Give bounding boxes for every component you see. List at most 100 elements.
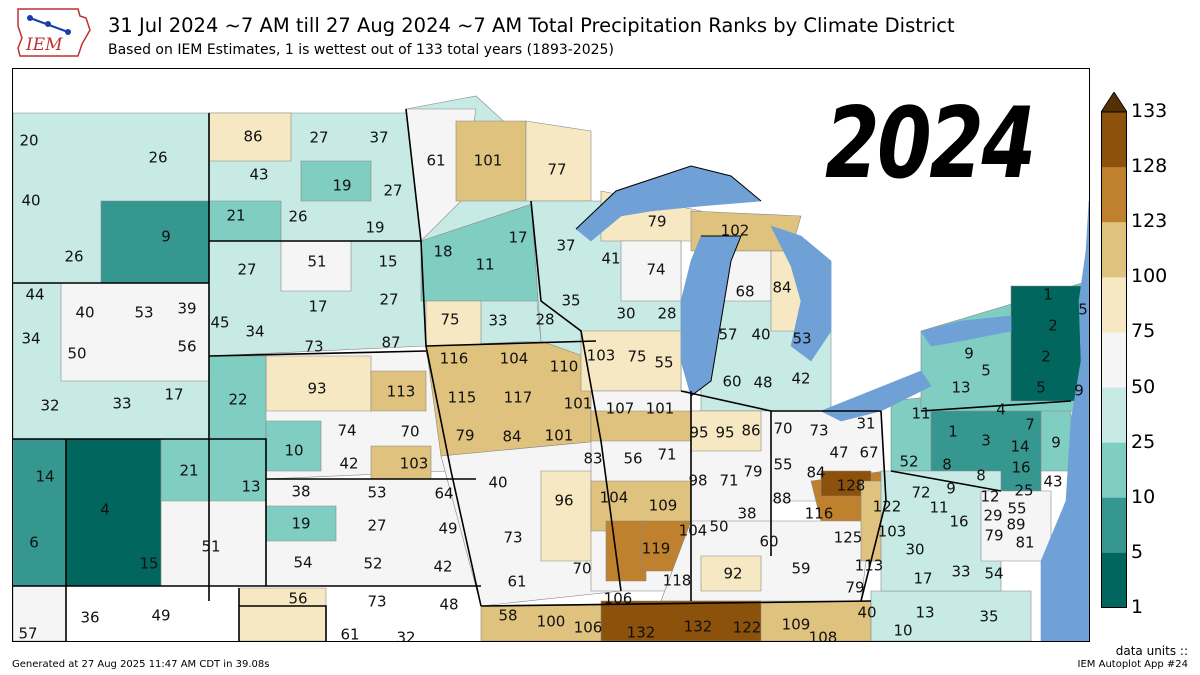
district-rank-label: 116 bbox=[805, 505, 834, 523]
border-michigan-south bbox=[680, 390, 881, 412]
district-rank-label: 53 bbox=[134, 304, 153, 322]
district-rank-label: 104 bbox=[500, 350, 529, 368]
district-rank-label: 87 bbox=[381, 334, 400, 352]
district-rank-label: 115 bbox=[448, 389, 477, 407]
border-ohio-east bbox=[860, 410, 887, 602]
district-rank-label: 104 bbox=[679, 522, 708, 540]
district-rank-label: 9 bbox=[1051, 434, 1061, 452]
colorbar-extend-cap bbox=[1100, 91, 1128, 113]
district-rank-label: 117 bbox=[504, 389, 533, 407]
district-rank-label: 7 bbox=[1025, 416, 1035, 434]
district-rank-label: 21 bbox=[226, 207, 245, 225]
district-rank-label: 116 bbox=[440, 350, 469, 368]
district-rank-label: 38 bbox=[291, 483, 310, 501]
district-rank-label: 51 bbox=[201, 538, 220, 556]
district-rank-label: 75 bbox=[440, 311, 459, 329]
district-rank-label: 61 bbox=[426, 152, 445, 170]
district-rank-label: 1 bbox=[948, 423, 958, 441]
district-rank-label: 15 bbox=[139, 555, 158, 573]
district-rank-label: 56 bbox=[177, 338, 196, 356]
district-rank-label: 74 bbox=[337, 422, 356, 440]
district-rank-label: 53 bbox=[367, 484, 386, 502]
district-rank-label: 50 bbox=[67, 345, 86, 363]
montana-southeast-district bbox=[100, 200, 210, 284]
district-rank-label: 89 bbox=[1006, 516, 1025, 534]
district-rank-label: 93 bbox=[307, 380, 326, 398]
district-rank-label: 57 bbox=[18, 625, 37, 642]
district-rank-label: 17 bbox=[308, 298, 327, 316]
district-rank-label: 34 bbox=[21, 330, 40, 348]
district-rank-label: 32 bbox=[396, 629, 415, 642]
colorbar-segment bbox=[1101, 277, 1127, 333]
district-rank-label: 132 bbox=[684, 618, 713, 636]
district-rank-label: 83 bbox=[583, 450, 602, 468]
district-rank-label: 56 bbox=[623, 450, 642, 468]
district-rank-label: 51 bbox=[307, 253, 326, 271]
district-rank-label: 60 bbox=[759, 533, 778, 551]
district-rank-label: 1 bbox=[1043, 286, 1053, 304]
district-rank-label: 70 bbox=[572, 560, 591, 578]
map-shapes bbox=[13, 95, 1089, 641]
district-rank-label: 50 bbox=[709, 518, 728, 536]
district-rank-label: 109 bbox=[649, 497, 678, 515]
district-rank-label: 101 bbox=[545, 427, 574, 445]
district-rank-label: 43 bbox=[1043, 473, 1062, 491]
border-minnesota-iowa bbox=[425, 340, 597, 347]
district-rank-label: 102 bbox=[721, 222, 750, 240]
district-rank-label: 68 bbox=[735, 283, 754, 301]
district-rank-label: 39 bbox=[177, 300, 196, 318]
border-wisconsin-west bbox=[530, 200, 602, 442]
oklahoma-panhandle-district bbox=[238, 587, 327, 641]
district-rank-label: 55 bbox=[773, 456, 792, 474]
district-rank-label: 33 bbox=[112, 395, 131, 413]
district-rank-label: 42 bbox=[339, 455, 358, 473]
district-rank-label: 8 bbox=[976, 467, 986, 485]
district-rank-label: 55 bbox=[654, 354, 673, 372]
district-rank-label: 58 bbox=[498, 607, 517, 625]
map-panel: 20 26 40 9 26 86 27 37 43 19 27 21 26 19 61 101 77 18 11 17… bbox=[12, 68, 1090, 642]
district-rank-label: 40 bbox=[75, 304, 94, 322]
district-rank-label: 16 bbox=[949, 513, 968, 531]
district-rank-label: 59 bbox=[791, 560, 810, 578]
border-wyoming-colorado bbox=[13, 438, 267, 586]
district-rank-label: 10 bbox=[284, 442, 303, 460]
district-rank-label: 21 bbox=[179, 462, 198, 480]
district-rank-label: 4 bbox=[996, 401, 1006, 419]
colorbar-tick-label: 123 bbox=[1131, 210, 1168, 233]
colorbar-graphic bbox=[1100, 91, 1128, 609]
district-rank-label: 43 bbox=[249, 166, 268, 184]
district-rank-label: 37 bbox=[556, 237, 575, 255]
district-rank-label: 36 bbox=[80, 609, 99, 627]
district-rank-label: 6 bbox=[29, 534, 39, 552]
district-rank-label: 5 bbox=[1036, 379, 1046, 397]
district-rank-label: 17 bbox=[508, 229, 527, 247]
district-rank-label: 79 bbox=[845, 579, 864, 597]
district-rank-label: 11 bbox=[911, 405, 930, 423]
border-dakota-nebraska bbox=[208, 350, 427, 357]
virginia-north-region bbox=[880, 470, 1002, 592]
district-rank-label: 86 bbox=[741, 422, 760, 440]
illinois-west-southern-district bbox=[605, 520, 647, 582]
district-rank-label: 48 bbox=[753, 374, 772, 392]
district-rank-label: 60 bbox=[722, 373, 741, 391]
district-rank-label: 16 bbox=[1011, 459, 1030, 477]
colorbar-segment bbox=[1101, 497, 1127, 554]
district-rank-label: 122 bbox=[873, 498, 902, 516]
district-rank-label: 73 bbox=[503, 529, 522, 547]
district-rank-label: 74 bbox=[646, 261, 665, 279]
border-pennsylvania-south bbox=[890, 470, 1002, 492]
colorbar-tick-label: 128 bbox=[1131, 155, 1168, 178]
colorbar-segment bbox=[1101, 552, 1127, 609]
district-rank-label: 40 bbox=[751, 326, 770, 344]
district-rank-label: 77 bbox=[547, 161, 566, 179]
district-rank-label: 108 bbox=[809, 629, 838, 642]
district-rank-label: 13 bbox=[241, 478, 260, 496]
district-rank-label: 84 bbox=[772, 279, 791, 297]
chart-subtitle: Based on IEM Estimates, 1 is wettest out… bbox=[108, 42, 614, 58]
district-rank-label: 45 bbox=[210, 314, 229, 332]
district-rank-label: 61 bbox=[340, 626, 359, 642]
district-rank-label: 64 bbox=[434, 485, 453, 503]
district-rank-label: 95 bbox=[715, 424, 734, 442]
district-rank-label: 3 bbox=[981, 432, 991, 450]
